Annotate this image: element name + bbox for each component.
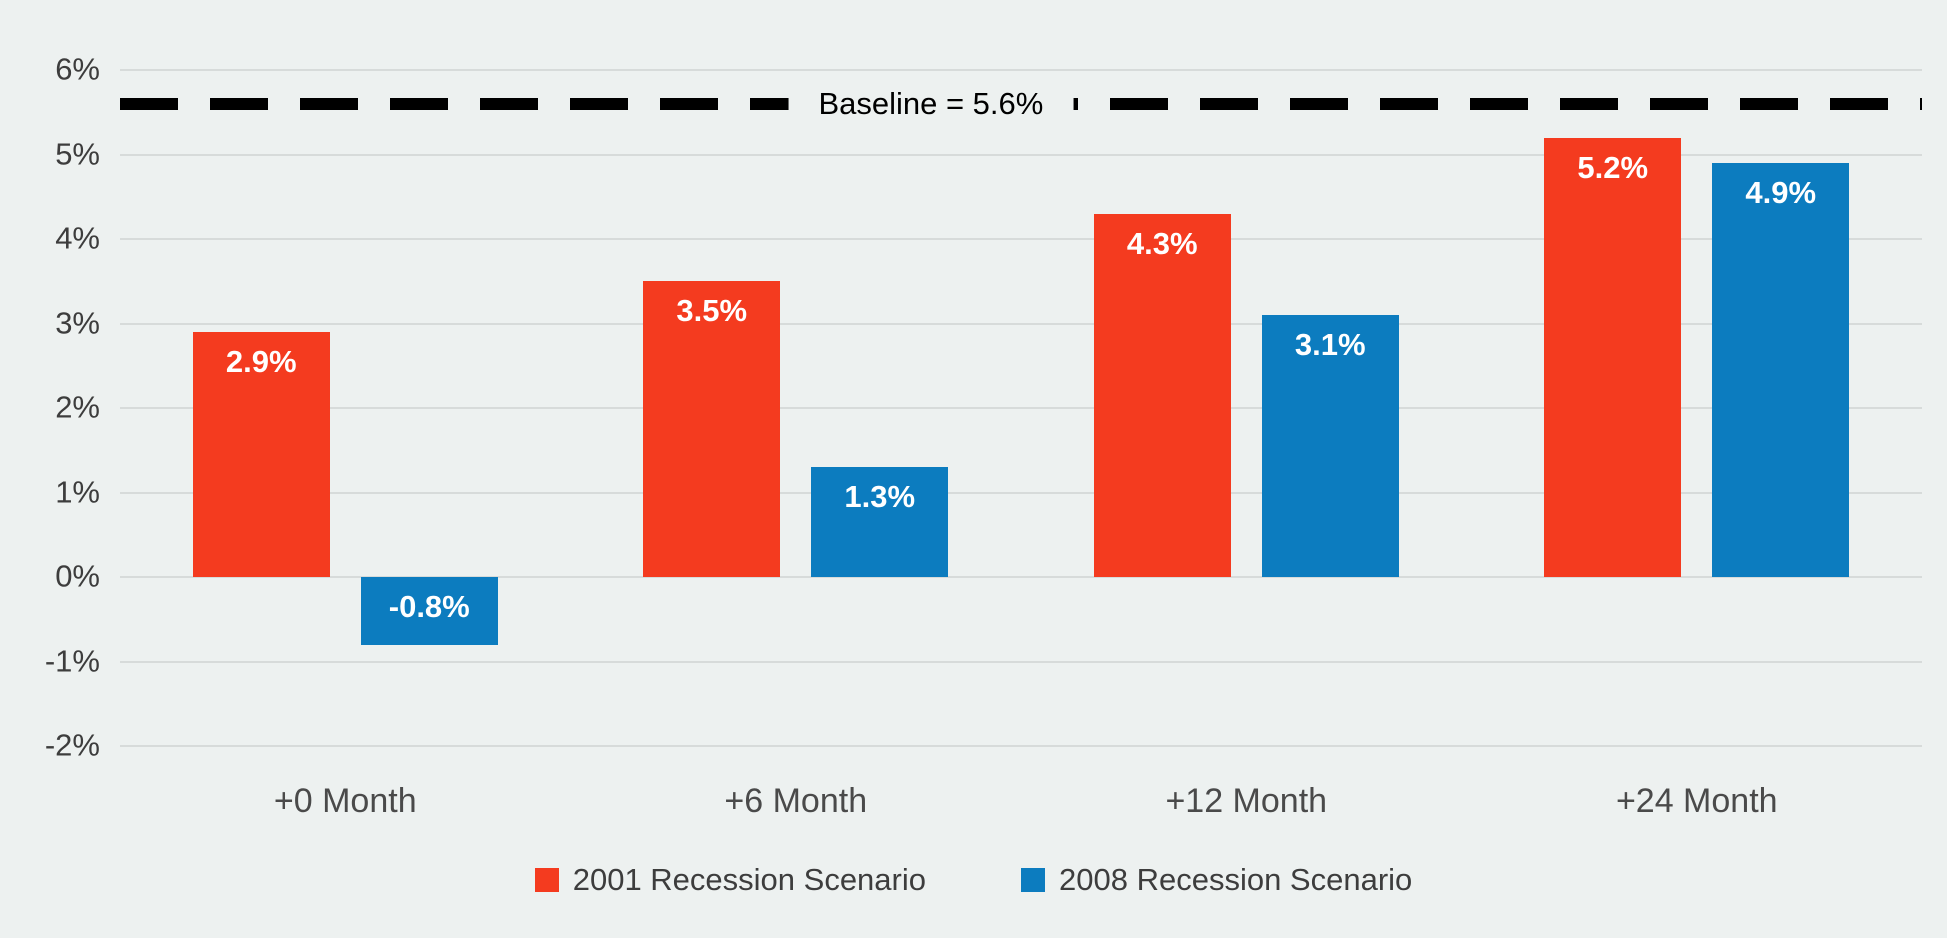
legend-label: 2008 Recession Scenario bbox=[1059, 862, 1413, 897]
x-axis-category-label: +6 Month bbox=[724, 782, 868, 820]
baseline-dashed-line: Baseline = 5.6% bbox=[120, 81, 1922, 126]
bar-series2-cat2: 1.3% bbox=[811, 467, 949, 577]
gridline bbox=[120, 322, 1922, 325]
bar-value-label: 5.2% bbox=[1577, 149, 1649, 185]
baseline-label: Baseline = 5.6% bbox=[788, 81, 1074, 126]
bar-series2-cat3: 3.1% bbox=[1261, 315, 1399, 577]
y-axis-tick-label: 1% bbox=[55, 473, 100, 509]
x-axis-category-label: +0 Month bbox=[273, 782, 417, 820]
bar-series2-cat4: 4.9% bbox=[1712, 162, 1850, 577]
gridline bbox=[120, 491, 1922, 494]
y-axis-tick-label: 5% bbox=[55, 135, 100, 171]
y-axis-tick-label: 6% bbox=[55, 51, 100, 87]
bar-value-label: -0.8% bbox=[388, 589, 470, 624]
bar-value-label: 3.5% bbox=[676, 293, 748, 329]
legend-swatch-icon bbox=[534, 868, 559, 892]
gridline bbox=[120, 153, 1922, 156]
bar-value-label: 4.9% bbox=[1745, 174, 1817, 210]
gridline bbox=[120, 238, 1922, 240]
x-axis-category-label: +24 Month bbox=[1615, 782, 1778, 820]
bar-value-label: 2.9% bbox=[225, 343, 297, 379]
y-axis-tick-label: 3% bbox=[55, 304, 100, 340]
y-axis-tick-label: 2% bbox=[55, 389, 100, 425]
bar-value-label: 4.3% bbox=[1126, 225, 1198, 261]
legend-item-series1: 2001 Recession Scenario bbox=[534, 862, 926, 898]
y-axis-tick-label: 0% bbox=[55, 558, 100, 594]
bar-value-label: 3.1% bbox=[1294, 327, 1366, 363]
gridline bbox=[120, 745, 1922, 747]
gridline bbox=[120, 69, 1922, 71]
legend-item-series2: 2008 Recession Scenario bbox=[1021, 862, 1412, 898]
y-axis-tick-label: 4% bbox=[55, 220, 100, 256]
bar-value-label: 1.3% bbox=[844, 479, 916, 515]
legend-swatch-icon bbox=[1021, 868, 1045, 892]
legend-label: 2001 Recession Scenario bbox=[572, 862, 926, 897]
bar-series2-cat1: -0.8% bbox=[360, 577, 498, 645]
bar-series1-cat1: 2.9% bbox=[192, 331, 330, 577]
y-axis-tick-label: -1% bbox=[44, 642, 100, 678]
gridline bbox=[120, 576, 1922, 578]
gridline bbox=[120, 407, 1922, 409]
gridline bbox=[120, 660, 1922, 663]
y-axis-tick-label: -2% bbox=[44, 727, 100, 763]
x-axis-category-label: +12 Month bbox=[1165, 782, 1328, 820]
bar-series1-cat4: 5.2% bbox=[1544, 137, 1682, 577]
bar-series1-cat3: 4.3% bbox=[1093, 213, 1231, 577]
bar-series1-cat2: 3.5% bbox=[643, 281, 781, 577]
legend: 2001 Recession Scenario 2008 Recession Sc… bbox=[0, 862, 1947, 898]
